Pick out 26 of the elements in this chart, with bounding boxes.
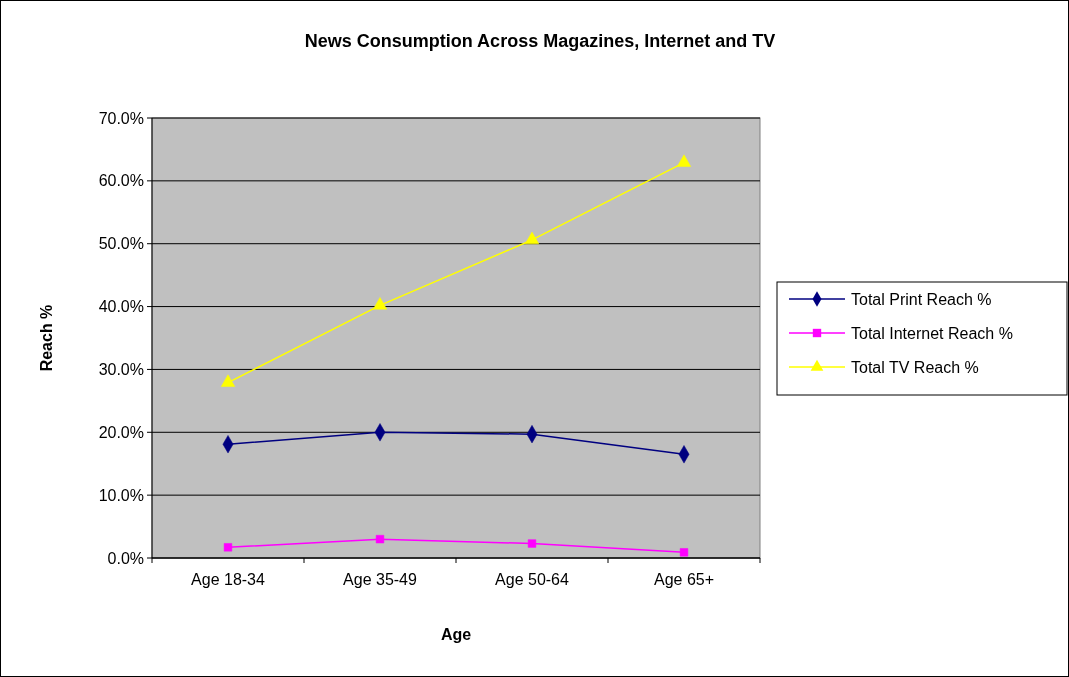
y-tick-label: 20.0%: [98, 423, 144, 441]
y-tick-label: 30.0%: [98, 361, 144, 379]
x-tick-label: Age 50-64: [495, 571, 570, 588]
y-axis-title: Reach %: [38, 304, 55, 372]
x-axis-title: Age: [440, 626, 472, 643]
x-tick-label: Age 65+: [653, 571, 715, 588]
point: [524, 231, 540, 245]
y-tick-label: 0.0%: [107, 549, 144, 567]
y-tick-label: 40.0%: [98, 298, 144, 316]
x-tick-label: Age 35-49: [343, 571, 418, 588]
point: [223, 543, 233, 552]
chart-title: News Consumption Across Magazines, Internet and TV: [304, 31, 776, 51]
point: [372, 297, 388, 310]
legend-label: Total Print Reach %: [851, 290, 992, 308]
point: [375, 535, 385, 544]
point: [676, 154, 692, 167]
y-tick-label: 70.0%: [98, 109, 144, 127]
point: [220, 374, 236, 387]
y-tick-label: 50.0%: [98, 235, 144, 253]
legend-label: Total Internet Reach %: [851, 324, 1013, 342]
point: [527, 539, 537, 548]
y-tick-label: 60.0%: [98, 172, 144, 190]
point: [679, 548, 689, 557]
y-tick-label: 10.0%: [98, 486, 144, 504]
legend-label: Total TV Reach %: [851, 358, 979, 376]
x-tick-label: Age 18-34: [191, 571, 266, 588]
